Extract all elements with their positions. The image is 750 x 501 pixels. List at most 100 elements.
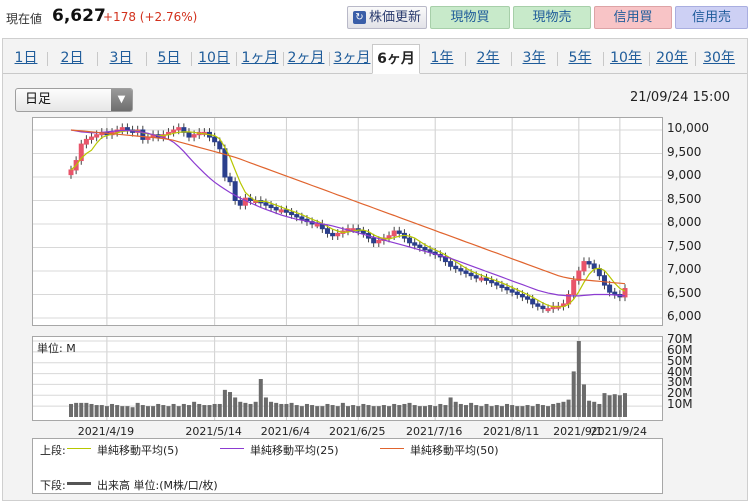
volume-bar xyxy=(612,394,617,417)
volume-bar xyxy=(361,403,366,417)
candle-body xyxy=(330,232,336,237)
legend-ma25: 単純移動平均(25) xyxy=(250,444,339,457)
candle-body xyxy=(494,282,500,286)
volume-bar xyxy=(489,406,494,417)
volume-bar xyxy=(325,403,330,417)
volume-bar xyxy=(346,406,350,417)
tab-30y[interactable]: 30年 xyxy=(703,50,735,66)
tab-10y[interactable]: 10年 xyxy=(610,50,642,66)
candle-body xyxy=(601,275,607,286)
volume-bar xyxy=(176,406,181,417)
refresh-icon: ↻ xyxy=(353,11,366,24)
candle-body xyxy=(140,129,146,140)
volume-bar xyxy=(530,406,535,417)
volume-bar xyxy=(99,405,104,417)
tab-2m[interactable]: 2ヶ月 xyxy=(287,50,325,66)
tab-2d[interactable]: 2日 xyxy=(60,50,84,66)
candle-body xyxy=(473,275,479,279)
volume-y-tick: 40M xyxy=(667,364,693,379)
candle-body xyxy=(335,232,341,237)
candle-body xyxy=(94,134,100,138)
candle-body xyxy=(78,143,84,162)
volume-bar xyxy=(274,402,279,417)
tab-20y[interactable]: 20年 xyxy=(656,50,688,66)
legend-ma5-line xyxy=(67,448,91,449)
tab-3y[interactable]: 3年 xyxy=(522,50,546,66)
volume-bar xyxy=(315,406,320,417)
candle-body xyxy=(314,223,320,227)
tab-1d[interactable]: 1日 xyxy=(14,50,38,66)
candle-body xyxy=(171,129,177,133)
volume-bar xyxy=(166,406,171,417)
volume-bar xyxy=(356,406,361,417)
volume-bar xyxy=(433,406,438,417)
candle-body xyxy=(217,141,223,150)
volume-y-tick: 10M xyxy=(667,397,693,412)
x-tick-label: 2021/6/4 xyxy=(260,425,311,438)
x-tick-label: 2021/9/1 xyxy=(553,425,603,438)
volume-bar xyxy=(79,402,84,417)
volume-bar xyxy=(438,403,443,417)
tab-2y[interactable]: 2年 xyxy=(476,50,500,66)
volume-bar xyxy=(546,406,551,417)
margin-buy-button[interactable]: 信用買 xyxy=(594,6,672,29)
interval-select[interactable]: 日足 ▼ xyxy=(15,88,133,112)
volume-bar xyxy=(463,405,468,417)
volume-bar xyxy=(376,406,381,417)
volume-bar xyxy=(335,406,340,417)
x-tick-label: 2021/9/24 xyxy=(590,425,648,438)
candle-body xyxy=(468,272,474,277)
volume-bar xyxy=(89,403,94,417)
volume-bar xyxy=(443,405,448,417)
candle-body xyxy=(458,268,464,272)
cash-sell-button[interactable]: 現物売 xyxy=(513,6,591,29)
dropdown-arrow-icon: ▼ xyxy=(111,89,132,111)
candle-body xyxy=(504,286,510,291)
price-y-tick: 6,000 xyxy=(667,309,702,323)
tab-5y[interactable]: 5年 xyxy=(568,50,592,66)
x-tick-label: 2021/5/14 xyxy=(185,425,242,438)
candle-body xyxy=(376,239,382,244)
volume-bar xyxy=(520,406,525,417)
cash-buy-button[interactable]: 現物買 xyxy=(430,6,510,29)
volume-bar xyxy=(104,406,109,417)
price-y-tick: 8,000 xyxy=(667,215,702,229)
volume-bar xyxy=(135,402,140,417)
candle-body xyxy=(525,296,531,300)
volume-bar xyxy=(248,403,253,417)
candle-body xyxy=(237,200,243,206)
volume-bar xyxy=(561,401,566,417)
candle-body xyxy=(89,136,95,140)
volume-unit-label: 単位: M xyxy=(37,342,76,355)
tab-3m[interactable]: 3ヶ月 xyxy=(333,50,371,66)
candle-body xyxy=(186,131,192,138)
tab-6m[interactable]: 6ヶ月 xyxy=(372,44,420,74)
candle-body xyxy=(294,214,300,218)
volume-bar xyxy=(253,401,258,417)
candle-body xyxy=(407,237,413,244)
tab-1y[interactable]: 1年 xyxy=(430,50,454,66)
candle-body xyxy=(509,289,515,293)
volume-bar xyxy=(145,406,150,417)
price-y-tick: 8,500 xyxy=(667,191,702,206)
candle-body xyxy=(212,136,218,143)
candle-body xyxy=(596,268,602,277)
candle-body xyxy=(124,127,130,131)
tab-1m[interactable]: 1ヶ月 xyxy=(241,50,279,66)
volume-bar xyxy=(233,397,238,417)
candle-body xyxy=(422,247,428,251)
volume-bar xyxy=(366,405,371,417)
volume-bar xyxy=(474,405,479,417)
volume-bar xyxy=(566,399,571,417)
tab-5d[interactable]: 5日 xyxy=(157,50,181,66)
candle-body xyxy=(484,277,489,281)
margin-sell-button[interactable]: 信用売 xyxy=(675,6,748,29)
candle-body xyxy=(289,211,295,216)
volume-bar xyxy=(417,406,422,417)
price-change: +178 (+2.76%) xyxy=(103,10,198,24)
tab-3d[interactable]: 3日 xyxy=(109,50,133,66)
update-price-button[interactable]: ↻ 株価更新 xyxy=(347,6,427,29)
tab-10d[interactable]: 10日 xyxy=(198,50,230,66)
candle-body xyxy=(371,237,377,244)
candle-body xyxy=(591,263,597,270)
